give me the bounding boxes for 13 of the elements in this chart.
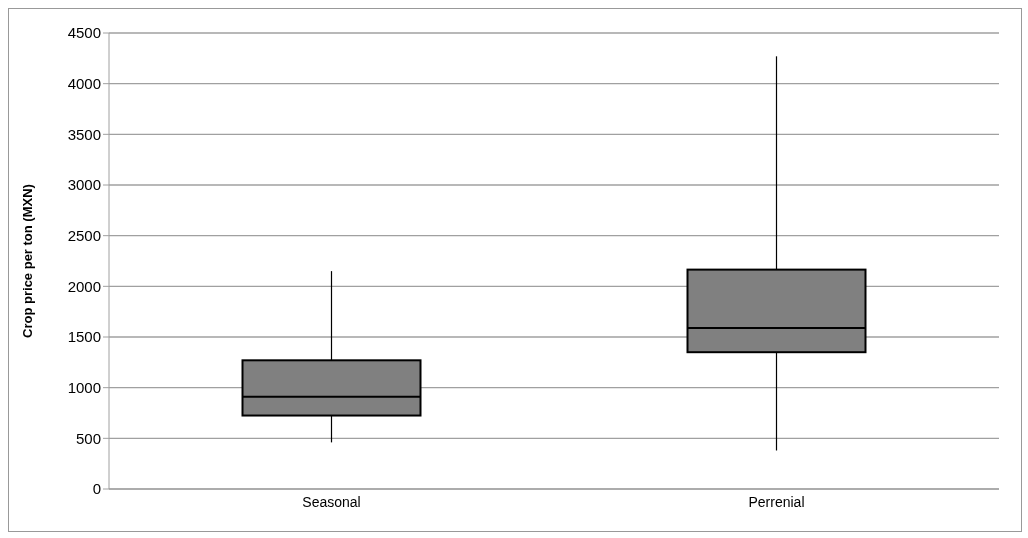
y-tick-label: 0: [92, 480, 101, 498]
y-tick-label: 4500: [67, 24, 101, 42]
y-tick-label: 2500: [67, 226, 101, 244]
y-tick-label: 3500: [67, 125, 101, 143]
y-tick-label: 2000: [67, 277, 101, 295]
x-tick-label: Seasonal: [302, 493, 361, 510]
y-tick-label: 1500: [67, 328, 101, 346]
y-axis-title: Crop price per ton (MXN): [19, 184, 35, 338]
y-tick-label: 4000: [67, 74, 101, 92]
y-tick-label: 1000: [67, 378, 101, 396]
x-tick-label: Perrenial: [748, 493, 805, 510]
y-tick-label: 3000: [67, 176, 101, 194]
y-tick-label: 500: [75, 429, 101, 447]
